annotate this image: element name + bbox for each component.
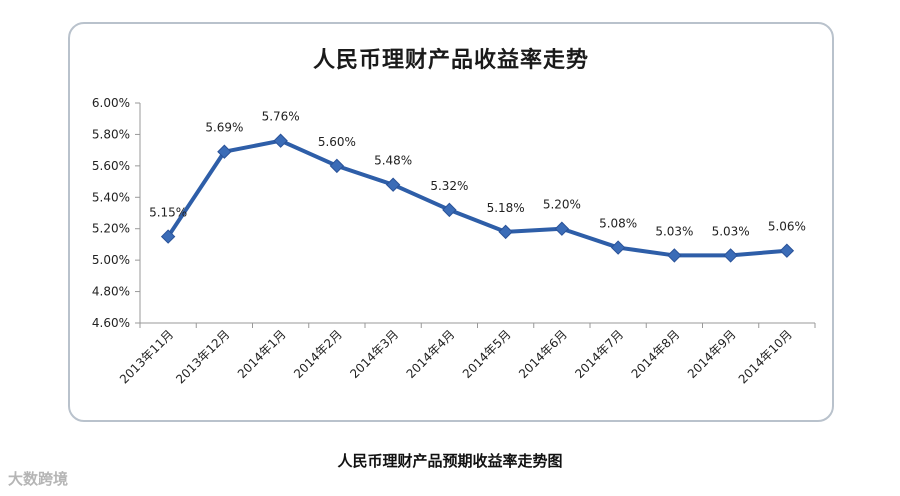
y-tick-label: 5.20% [92,222,130,236]
x-tick-label: 2014年10月 [736,327,795,386]
x-tick-label: 2014年9月 [685,327,739,381]
data-label: 5.48% [374,154,412,168]
data-point [442,202,457,218]
data-point [273,133,288,148]
y-tick-label: 5.60% [92,159,130,173]
series-line [166,138,788,258]
series [160,133,795,263]
y-tick-label: 5.00% [92,253,130,267]
y-tick-label: 4.60% [92,316,130,330]
data-labels: 5.15% 5.69% 5.76% 5.60% 5.48% 5.32% 5.18% 5.20%… [149,110,806,239]
y-tick-label: 5.40% [92,190,130,204]
data-point [610,240,626,255]
y-tick-label: 5.80% [92,127,130,141]
x-tick-label: 2014年2月 [291,327,345,381]
data-label: 5.03% [655,224,693,238]
x-tick-label: 2014年8月 [629,327,683,381]
data-point [554,221,570,236]
x-tick-label: 2014年1月 [235,327,289,381]
x-tick-label: 2014年7月 [572,327,626,381]
data-label: 5.18% [487,201,525,215]
watermark: 大数跨境 [8,470,69,488]
data-point [329,158,345,174]
chart-frame [68,22,834,422]
data-point [779,243,795,258]
data-point [667,248,682,263]
data-point [498,224,513,240]
data-point [385,177,401,192]
data-point [160,229,176,244]
data-label: 5.69% [205,121,243,135]
x-tick-label: 2014年4月 [404,327,458,381]
data-label: 5.20% [543,198,581,212]
data-label: 5.08% [599,217,637,231]
figure-caption: 人民币理财产品预期收益率走势图 [337,452,563,470]
x-tick-label: 2014年6月 [516,327,570,381]
axes [139,103,815,324]
x-tick-label: 2014年3月 [347,327,401,381]
data-point [217,144,232,159]
chart-title: 人民币理财产品收益率走势 [312,48,589,73]
y-tick-label: 6.00% [92,96,130,110]
data-label: 5.15% [149,206,187,220]
data-label: 5.60% [318,135,356,149]
data-label: 5.32% [430,179,468,193]
data-point [723,248,738,263]
x-tick-label: 2013年12月 [173,327,232,386]
data-label: 5.03% [712,224,750,238]
x-tick-label: 2013年11月 [117,327,176,386]
data-label: 5.76% [262,110,300,124]
data-label: 5.06% [768,220,806,234]
x-tick-label: 2014年5月 [460,327,514,381]
y-tick-label: 4.80% [92,285,130,299]
y-axis-ticks: 4.60% 4.80% 5.00% 5.20% 5.40% 5.60% 5.80% 6.00% [92,96,140,330]
